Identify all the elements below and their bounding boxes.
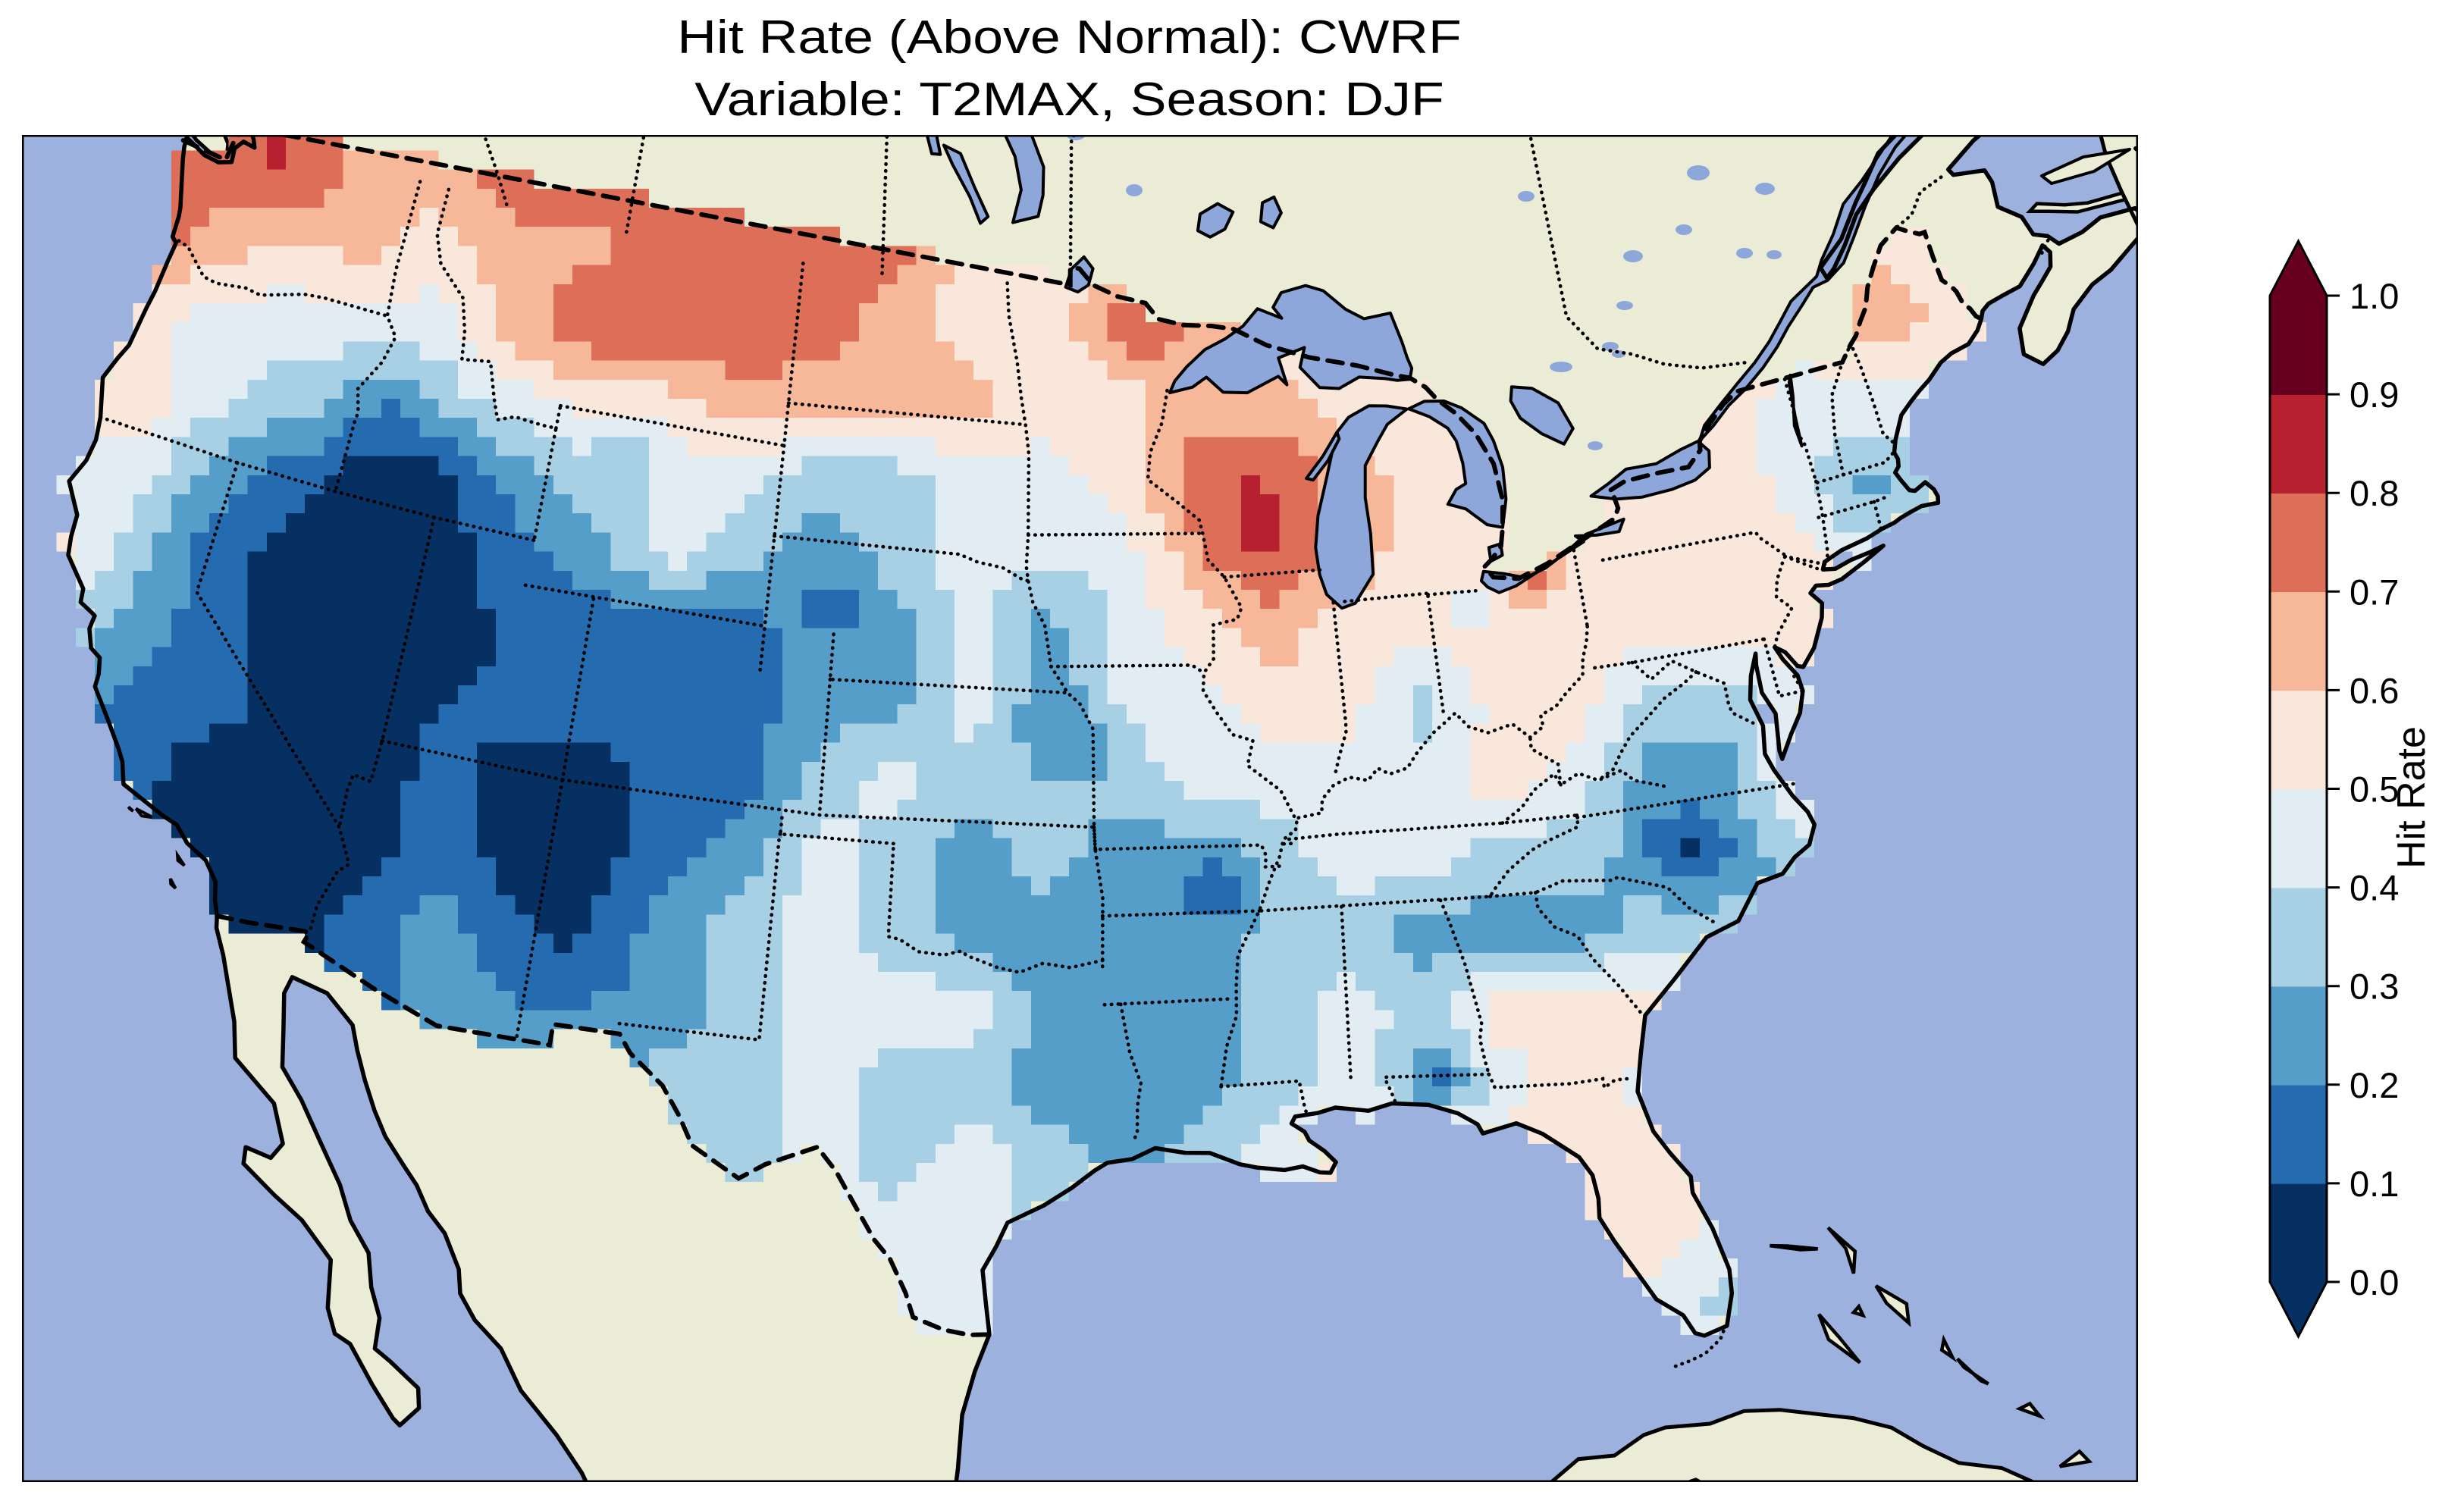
svg-text:0.2: 0.2 xyxy=(2350,1065,2399,1105)
svg-text:0.8: 0.8 xyxy=(2350,473,2399,513)
svg-text:1.0: 1.0 xyxy=(2350,276,2399,316)
svg-text:0.7: 0.7 xyxy=(2350,572,2399,612)
svg-text:0.9: 0.9 xyxy=(2350,374,2399,415)
svg-text:0.1: 0.1 xyxy=(2350,1164,2399,1204)
svg-text:0.5: 0.5 xyxy=(2350,769,2399,810)
svg-text:0.6: 0.6 xyxy=(2350,670,2399,710)
svg-text:Hit Rate: Hit Rate xyxy=(2390,726,2434,869)
svg-text:0.3: 0.3 xyxy=(2350,967,2399,1007)
svg-text:0.4: 0.4 xyxy=(2350,868,2399,908)
svg-text:0.0: 0.0 xyxy=(2350,1262,2399,1302)
